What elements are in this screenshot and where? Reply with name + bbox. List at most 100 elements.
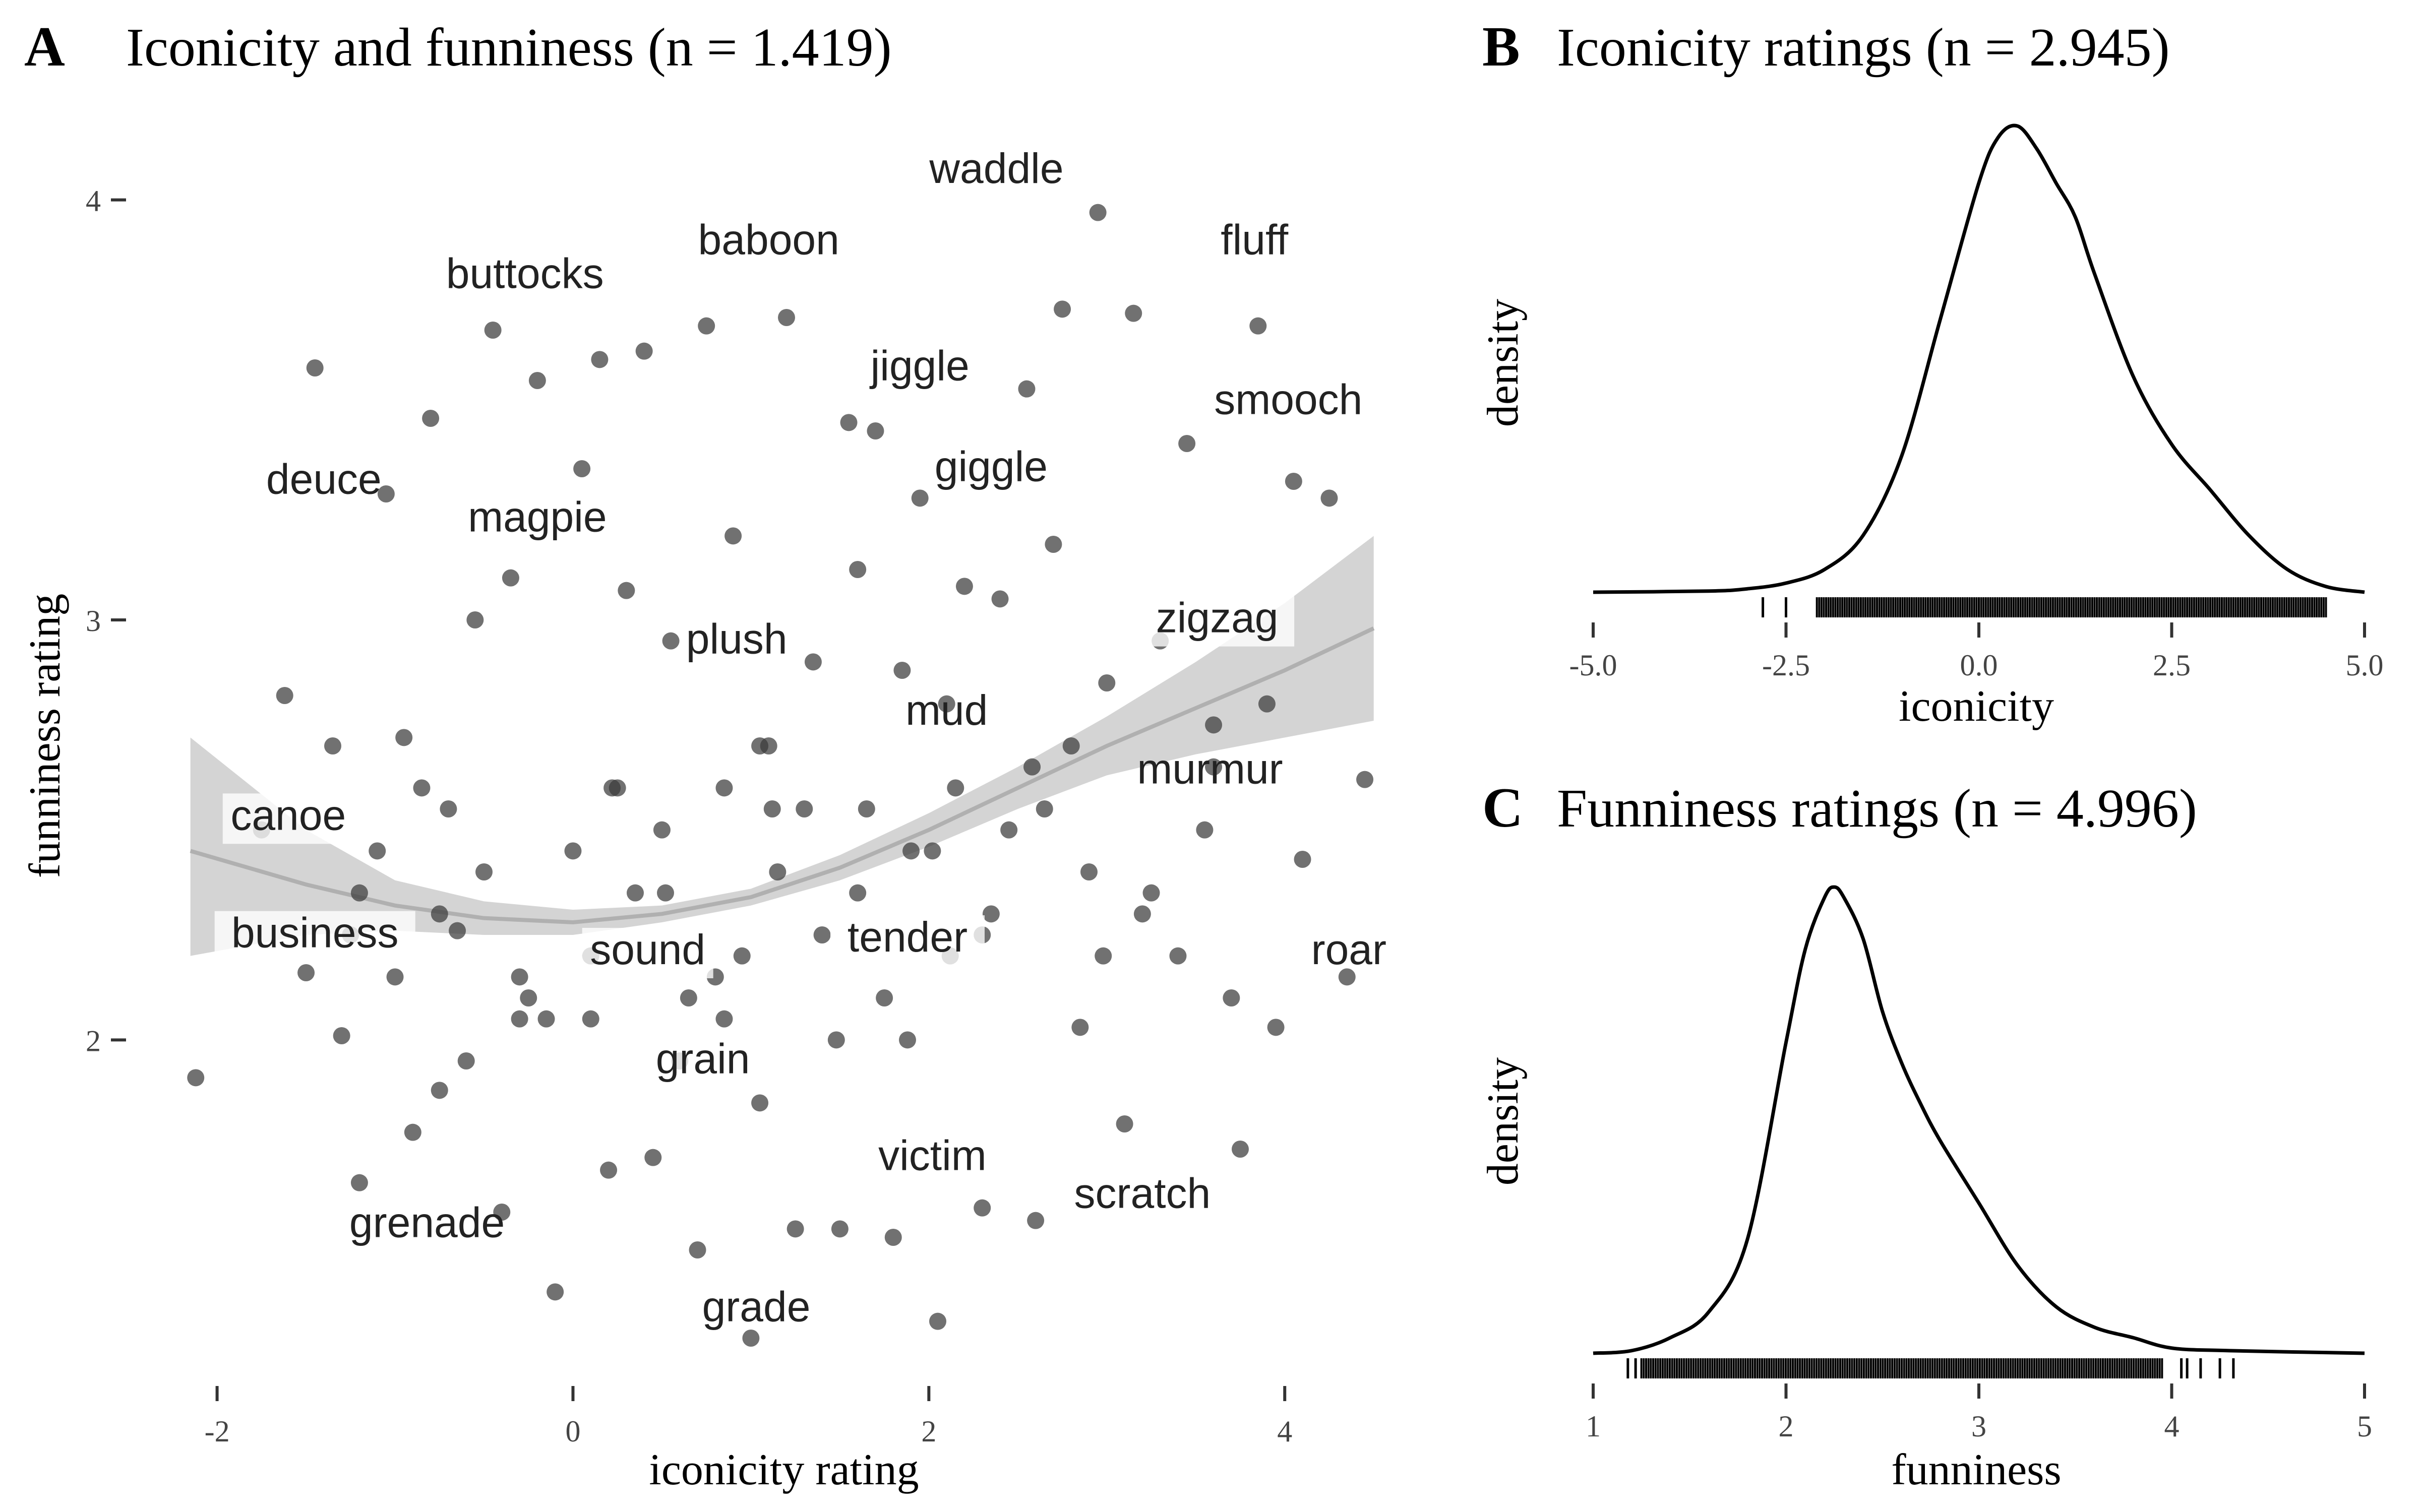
data-point (831, 1220, 849, 1238)
data-point (422, 410, 440, 427)
data-point (511, 1010, 528, 1028)
data-point (763, 800, 781, 817)
word-label-box (1140, 596, 1295, 647)
data-point (377, 485, 395, 502)
panel-c-x-label: funniness (1891, 1445, 2061, 1494)
data-point (1232, 1141, 1249, 1158)
scatter-points (187, 204, 1374, 1347)
data-point (520, 989, 537, 1006)
data-point (657, 884, 674, 902)
data-point (386, 968, 404, 986)
data-point (742, 1330, 760, 1347)
data-point (484, 322, 502, 339)
word-label-text: sound (590, 926, 705, 973)
word-label-text: zigzag (1156, 594, 1279, 642)
data-point (1294, 851, 1311, 868)
data-point (1062, 737, 1080, 754)
data-point (350, 884, 368, 902)
x-tick-label: 2 (1779, 1410, 1794, 1443)
data-point (493, 1204, 511, 1221)
x-tick-label: 1 (1586, 1410, 1601, 1443)
data-point (431, 1082, 448, 1099)
word-label-zigzag: zigzag (1140, 594, 1295, 647)
data-point (1249, 317, 1267, 335)
data-point (938, 695, 955, 713)
word-labels: waddle baboon buttocks fluff jiggle smooch deu… (214, 145, 1386, 1330)
x-tick-label: 3 (1971, 1410, 1986, 1443)
data-point (1080, 863, 1098, 880)
density-line (1593, 123, 2365, 594)
data-point (528, 372, 546, 389)
word-label-waddle: waddle (929, 145, 1063, 192)
trend-line (190, 626, 1375, 925)
loess-line (190, 626, 1375, 925)
data-point (475, 863, 493, 880)
x-tick-label: 0.0 (1960, 649, 1998, 682)
panel-a-x-label: iconicity rating (649, 1445, 919, 1494)
data-point (1205, 716, 1223, 734)
word-label-box (222, 793, 354, 844)
word-label-canoe: canoe (222, 791, 354, 844)
panel-b-density-curve (1593, 123, 2365, 594)
data-point (1071, 1019, 1089, 1036)
data-point (1125, 304, 1142, 322)
data-point (564, 842, 582, 860)
data-point (884, 1229, 902, 1246)
x-tick-label: -2 (205, 1415, 230, 1448)
data-point (276, 687, 293, 704)
data-point (1018, 380, 1036, 398)
word-label-text: canoe (230, 791, 346, 839)
data-point (440, 800, 457, 817)
x-tick-label: 5 (2357, 1410, 2372, 1443)
word-label-scratch: scratch (1074, 1169, 1211, 1217)
panel-a-scatter: A Iconicity and funniness (n = 1.419) wa… (21, 16, 1386, 1494)
x-tick-label: 2 (921, 1415, 936, 1448)
x-tick-label: -5.0 (1569, 649, 1617, 682)
word-label-grain: grain (637, 1035, 769, 1088)
data-point (1000, 821, 1018, 839)
data-point (600, 1161, 618, 1179)
word-label-deuce: deuce (266, 456, 382, 503)
data-point (924, 842, 941, 860)
data-point (1338, 968, 1356, 986)
x-tick-label: 5.0 (2346, 649, 2384, 682)
panel-b-rug (1762, 597, 2327, 617)
panel-a-x-axis: -2 0 2 4 (205, 1386, 1292, 1448)
panel-b-x-label: iconicity (1899, 682, 2054, 731)
panel-a-letter: A (24, 16, 65, 78)
word-label-text: roar (1311, 926, 1386, 973)
data-point (350, 1174, 368, 1191)
x-tick-label: 4 (1277, 1415, 1292, 1448)
word-label-text: deuce (266, 456, 382, 503)
panel-c-density: C Funniness ratings (n = 4.996) 1 2 3 4 5 fu… (1479, 777, 2372, 1494)
word-label-mud: mud (905, 686, 988, 734)
panel-b-title: Iconicity ratings (n = 2.945) (1557, 18, 2170, 78)
panel-b-density: B Iconicity ratings (n = 2.945) -5.0 -2.5… (1479, 16, 2384, 731)
data-point (911, 489, 929, 507)
word-label-sound: sound (582, 926, 713, 978)
word-label-box (582, 928, 713, 978)
word-label-baboon: baboon (698, 216, 839, 264)
data-point (603, 779, 621, 797)
word-label-text: grenade (349, 1199, 505, 1246)
data-point (369, 842, 386, 860)
word-label-text: fluff (1221, 216, 1289, 264)
data-point (876, 989, 893, 1006)
data-point (627, 884, 644, 902)
data-point (698, 317, 715, 335)
word-label-box (830, 915, 985, 966)
y-tick-label: 4 (86, 184, 101, 218)
word-label-fluff: fluff (1221, 216, 1289, 264)
data-point (751, 737, 769, 754)
data-point (1133, 905, 1151, 923)
word-label-text: plush (686, 615, 788, 662)
data-point (547, 1283, 564, 1301)
word-label-victim: victim (878, 1131, 987, 1179)
word-label-tender: tender (830, 913, 985, 966)
data-point (867, 422, 884, 439)
panel-c-y-label: density (1479, 1057, 1528, 1185)
data-point (769, 863, 786, 880)
data-point (974, 1199, 991, 1217)
y-tick-label: 2 (86, 1024, 101, 1057)
